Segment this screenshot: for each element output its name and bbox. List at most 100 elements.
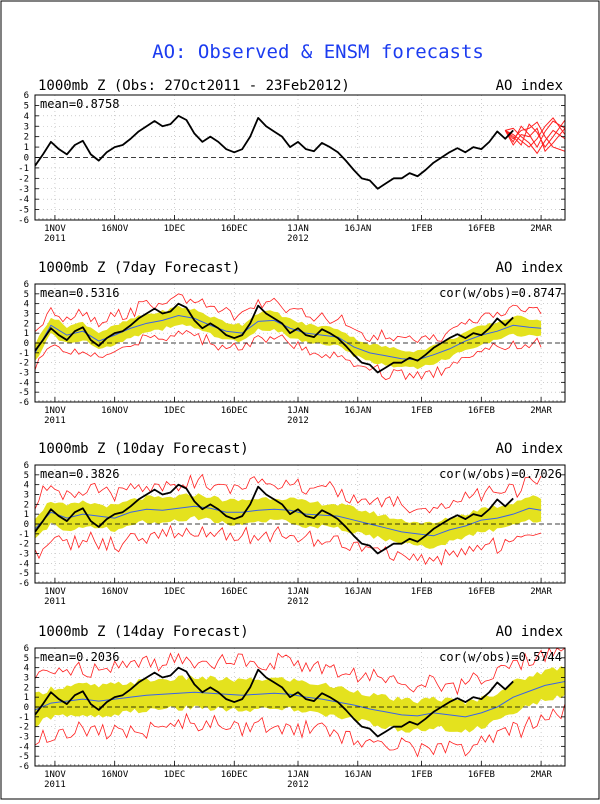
year-label: 2011 [44, 416, 66, 426]
ensemble-mean-line [35, 505, 542, 537]
y-tick-label: 0 [24, 520, 29, 530]
y-tick-label: 2 [24, 133, 29, 143]
y-tick-label: 4 [24, 112, 29, 122]
y-tick-label: -3 [18, 550, 29, 560]
forecast-member-line [505, 127, 565, 155]
correlation-label: cor(w/obs)=0.8747 [439, 286, 562, 300]
mean-label: mean=0.3826 [40, 467, 119, 481]
y-tick-label: -6 [18, 579, 29, 589]
y-tick-label: 5 [24, 290, 29, 300]
x-tick-label: 1DEC [164, 224, 186, 234]
y-tick-label: -1 [18, 349, 29, 359]
ensemble-upper-envelope [35, 293, 542, 344]
y-tick-label: -4 [18, 378, 29, 388]
y-tick-label: -3 [18, 369, 29, 379]
x-tick-label: 2MAR [530, 770, 552, 780]
ensemble-lower-envelope [35, 329, 542, 381]
x-tick-label: 1JAN [287, 224, 309, 234]
mean-label: mean=0.2036 [40, 650, 119, 664]
chart-panel-1: 1000mb Z (7day Forecast) AO index -6-5-4-3… [18, 260, 566, 426]
x-tick-label: 1FEB [411, 224, 433, 234]
x-tick-label: 16NOV [101, 587, 129, 597]
y-tick-label: 5 [24, 471, 29, 481]
x-tick-label: 16FEB [468, 770, 495, 780]
observed-ao-line [35, 666, 514, 738]
y-tick-label: 0 [24, 339, 29, 349]
ensemble-mean-line [35, 680, 565, 718]
ensemble-mean-line [35, 314, 542, 361]
x-tick-label: 16FEB [468, 406, 495, 416]
forecast-member-line [504, 120, 565, 149]
x-tick-label: 1NOV [44, 770, 66, 780]
plot-content [35, 284, 565, 402]
y-tick-label: -4 [18, 559, 29, 569]
mean-label: mean=0.8758 [40, 97, 119, 111]
y-tick-label: -3 [18, 185, 29, 195]
ensemble-spread-band [35, 493, 542, 549]
y-tick-label: 1 [24, 510, 29, 520]
x-tick-label: 1JAN [287, 770, 309, 780]
x-tick-label: 16NOV [101, 770, 129, 780]
panel-title: 1000mb Z (10day Forecast) [38, 441, 249, 457]
y-tick-label: 3 [24, 310, 29, 320]
y-tick-label: 2 [24, 500, 29, 510]
y-tick-label: -4 [18, 195, 29, 205]
observed-ao-line [35, 483, 514, 555]
y-tick-label: 3 [24, 674, 29, 684]
x-tick-label: 16JAN [344, 587, 371, 597]
y-tick-label: -6 [18, 398, 29, 408]
plot-content [35, 465, 565, 583]
y-tick-label: -1 [18, 530, 29, 540]
y-tick-label: -4 [18, 742, 29, 752]
y-tick-label: -5 [18, 752, 29, 762]
y-tick-label: -5 [18, 388, 29, 398]
plot-content [35, 648, 565, 766]
y-tick-label: 4 [24, 664, 29, 674]
x-tick-label: 1DEC [164, 406, 186, 416]
x-tick-label: 1DEC [164, 770, 186, 780]
panel-title: 1000mb Z (7day Forecast) [38, 260, 240, 276]
ensemble-upper-envelope [35, 648, 565, 696]
y-tick-label: 6 [24, 644, 29, 654]
observed-ao-line [35, 114, 514, 190]
year-label: 2011 [44, 597, 66, 607]
y-tick-label: -1 [18, 713, 29, 723]
y-tick-label: 3 [24, 491, 29, 501]
y-tick-label: -6 [18, 216, 29, 226]
y-tick-label: 5 [24, 654, 29, 664]
index-label: AO index [496, 441, 563, 457]
y-tick-label: -2 [18, 359, 29, 369]
y-tick-label: -2 [18, 540, 29, 550]
correlation-label: cor(w/obs)=0.5744 [439, 650, 562, 664]
page-title: AO: Observed & ENSM forecasts [152, 41, 484, 63]
y-tick-label: -6 [18, 762, 29, 772]
forecast-member-line [504, 117, 565, 148]
x-tick-label: 16DEC [221, 587, 248, 597]
y-tick-label: -2 [18, 174, 29, 184]
x-tick-label: 1NOV [44, 587, 66, 597]
y-tick-label: 1 [24, 693, 29, 703]
index-label: AO index [496, 78, 563, 94]
x-tick-label: 16NOV [101, 224, 129, 234]
year-label: 2012 [287, 416, 309, 426]
x-tick-label: 16JAN [344, 770, 371, 780]
year-label: 2012 [287, 780, 309, 790]
x-tick-label: 2MAR [530, 406, 552, 416]
chart-panel-3: 1000mb Z (14day Forecast) AO index-6-5-4-… [18, 624, 566, 790]
year-label: 2012 [287, 234, 309, 244]
year-label: 2011 [44, 780, 66, 790]
index-label: AO index [496, 624, 563, 640]
chart-panel-2: 1000mb Z (10day Forecast) AO index-6-5-4-… [18, 441, 566, 607]
panel-title: 1000mb Z (14day Forecast) [38, 624, 249, 640]
y-tick-label: -3 [18, 733, 29, 743]
y-tick-label: 2 [24, 683, 29, 693]
y-tick-label: -2 [18, 723, 29, 733]
y-tick-label: 0 [24, 154, 29, 164]
y-tick-label: 5 [24, 101, 29, 111]
x-tick-label: 1FEB [411, 587, 433, 597]
x-tick-label: 16JAN [344, 406, 371, 416]
x-tick-label: 16FEB [468, 224, 495, 234]
x-tick-label: 1FEB [411, 770, 433, 780]
